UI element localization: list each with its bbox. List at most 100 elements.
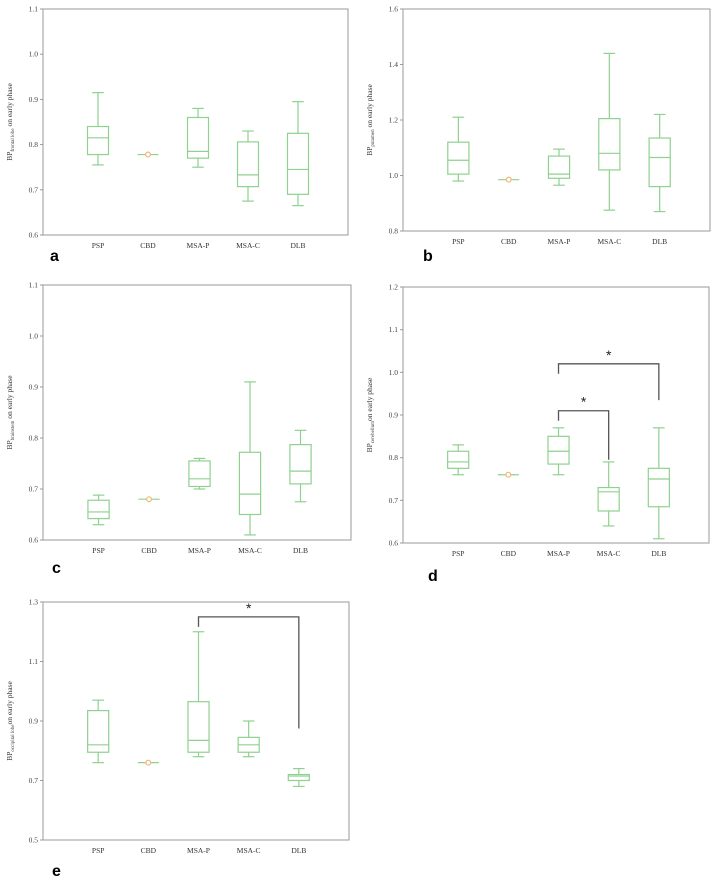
x-category-label: DLB (293, 546, 308, 555)
iqr-box (187, 701, 210, 753)
plot-frame (402, 286, 710, 544)
box-dlb (287, 768, 310, 788)
x-category-label: MSA-C (236, 241, 260, 250)
y-tick-label: 1.0 (389, 368, 399, 377)
iqr-box (447, 141, 470, 175)
panel-label-b: b (423, 248, 433, 265)
box-cbd (138, 496, 160, 503)
y-tick-label: 0.8 (29, 140, 39, 149)
x-category-label: CBD (501, 237, 517, 246)
y-tick-label: 0.9 (29, 95, 39, 104)
x-category-label: MSA-C (237, 846, 261, 855)
x-category-label: CBD (140, 241, 156, 250)
box-msa-p (186, 107, 210, 168)
y-axis-label: BPoccipital lobeon early phase (5, 681, 16, 761)
box-msa-p (188, 457, 211, 490)
x-category-label: CBD (141, 546, 157, 555)
y-tick-label: 1.6 (389, 5, 399, 14)
y-tick-label: 0.9 (389, 411, 399, 420)
x-category-label: CBD (501, 549, 517, 558)
x-category-label: MSA-C (597, 237, 621, 246)
box-dlb (289, 429, 312, 503)
box-psp (86, 92, 110, 166)
iqr-box (547, 435, 570, 465)
chart-panel-b: 0.8 1.0 1.2 1.4 1.6 BPputamen on early phase P… (360, 0, 717, 270)
x-category-label: PSP (452, 549, 465, 558)
y-tick-label: 0.7 (29, 485, 39, 494)
boxplot-a: 0.6 0.7 0.8 0.9 1.0 1.1 BPfrontal lobe on earl… (5, 5, 349, 250)
x-category-label: PSP (92, 241, 105, 250)
y-axis-label: BPputamen on early phase (365, 84, 376, 156)
iqr-box (597, 486, 620, 512)
y-tick-label: 0.7 (29, 185, 39, 194)
box-msa-c (236, 130, 260, 202)
significance-bracket (557, 363, 660, 401)
chart-panel-a: 0.6 0.7 0.8 0.9 1.0 1.1 BPfrontal lobe on earl… (0, 0, 360, 270)
chart-panel-c: 0.6 0.7 0.8 0.9 1.0 1.1 BPbrainstem on early p… (0, 272, 360, 582)
y-tick-label: 0.6 (389, 539, 399, 548)
iqr-box (188, 460, 211, 488)
single-value-point (505, 176, 512, 183)
plot-frame (42, 601, 350, 841)
x-category-label: DLB (291, 241, 306, 250)
panel-label-c: c (52, 560, 61, 577)
iqr-box (287, 773, 310, 782)
plot-frame (42, 8, 349, 236)
x-category-label: MSA-P (187, 241, 210, 250)
boxplot-d: 0.6 0.7 0.8 0.9 1.0 1.1 1.2 BPcerebellumon earl… (365, 283, 710, 558)
box-dlb (648, 113, 671, 213)
iqr-box (447, 450, 470, 469)
box-psp (87, 494, 110, 526)
y-tick-label: 0.8 (29, 434, 39, 443)
iqr-box (186, 116, 210, 159)
box-dlb (647, 427, 670, 540)
y-tick-label: 1.2 (389, 283, 399, 292)
x-category-label: CBD (141, 846, 157, 855)
significance-star: * (246, 600, 252, 616)
x-category-label: MSA-P (188, 546, 211, 555)
y-tick-label: 1.1 (29, 281, 39, 290)
boxplot-c: 0.6 0.7 0.8 0.9 1.0 1.1 BPbrainstem on early p… (5, 281, 352, 555)
single-value-point (145, 759, 152, 766)
x-category-label: MSA-P (548, 237, 571, 246)
box-cbd (497, 471, 519, 478)
iqr-box (238, 451, 262, 516)
panel-label-a: a (50, 248, 59, 265)
x-category-label: DLB (291, 846, 306, 855)
y-tick-label: 1.0 (389, 171, 399, 180)
box-psp (447, 444, 470, 476)
y-tick-label: 0.5 (29, 836, 39, 845)
x-category-label: MSA-P (547, 549, 570, 558)
y-axis-label: BPfrontal lobe on early phase (5, 83, 16, 161)
chart-panel-e: 0.5 0.7 0.9 1.1 1.3 BPoccipital lobeon early … (0, 590, 360, 887)
box-msa-p (547, 148, 571, 186)
plot-frame (42, 284, 352, 541)
x-category-label: DLB (652, 237, 667, 246)
box-msa-c (598, 52, 621, 211)
y-tick-label: 1.1 (389, 325, 399, 334)
iqr-box (286, 132, 310, 195)
iqr-box (289, 444, 312, 485)
iqr-box (86, 125, 110, 156)
x-category-label: MSA-P (187, 846, 210, 855)
y-tick-label: 0.6 (29, 536, 39, 545)
box-dlb (286, 101, 310, 207)
x-category-label: PSP (92, 546, 105, 555)
panel-label-e: e (52, 863, 61, 880)
y-tick-label: 1.0 (29, 332, 39, 341)
iqr-box (87, 499, 110, 520)
x-category-label: PSP (452, 237, 465, 246)
y-tick-label: 1.4 (389, 60, 399, 69)
y-tick-label: 1.0 (29, 50, 39, 59)
box-msa-p (187, 631, 210, 758)
y-tick-label: 0.7 (389, 496, 399, 505)
boxplot-b: 0.8 1.0 1.2 1.4 1.6 BPputamen on early phase P… (365, 5, 711, 246)
box-psp (447, 116, 470, 182)
y-tick-label: 0.8 (389, 453, 399, 462)
iqr-box (87, 709, 110, 753)
single-value-point (505, 471, 512, 478)
boxplot-e: 0.5 0.7 0.9 1.1 1.3 BPoccipital lobeon early … (5, 598, 350, 855)
box-msa-p (547, 427, 570, 476)
box-msa-c (237, 720, 260, 758)
significance-star: * (581, 394, 587, 410)
